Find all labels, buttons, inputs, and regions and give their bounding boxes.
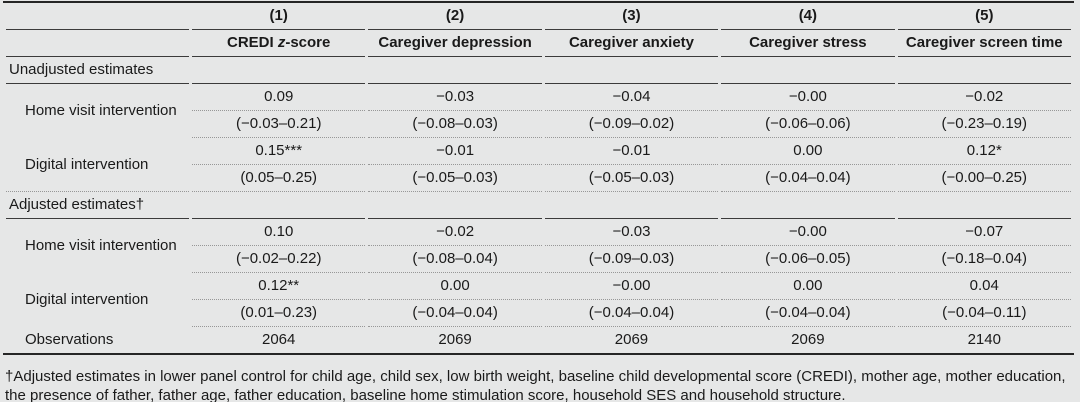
ci-cell: (−0.00–0.25) [897, 165, 1071, 192]
row-label: Digital intervention [6, 138, 189, 192]
ci-cell: (−0.09–0.02) [544, 111, 719, 138]
ci-cell: (0.05–0.25) [192, 165, 366, 192]
estimate-cell: −0.00 [721, 84, 895, 111]
estimate-cell: 0.10 [192, 219, 366, 246]
column-header-row: CREDI z-score Caregiver depression Careg… [6, 30, 1071, 57]
ci-cell: (−0.09–0.03) [544, 246, 719, 273]
table-row-adjusted-home-visit-ci: (−0.02–0.22) (−0.08–0.04) (−0.09–0.03) (… [6, 246, 1071, 273]
corner-cell [6, 3, 189, 30]
ci-cell: (−0.05–0.03) [368, 165, 542, 192]
ci-cell: (−0.04–0.04) [544, 300, 719, 327]
observations-cell: 2069 [614, 331, 649, 348]
estimate-cell: −0.04 [544, 84, 719, 111]
ci-cell: (−0.08–0.03) [368, 111, 542, 138]
table-row-unadjusted-home-visit-estimate: Home visit intervention 0.09 −0.03 −0.04… [6, 84, 1071, 119]
column-header-caregiver-stress: Caregiver stress [721, 30, 895, 57]
footnote: †Adjusted estimates in lower panel contr… [5, 368, 1066, 402]
section-title: Unadjusted estimates [6, 57, 189, 84]
ci-cell: (−0.06–0.05) [721, 246, 895, 273]
section-title: Adjusted estimates† [6, 192, 189, 219]
ci-cell: (−0.04–0.04) [368, 300, 542, 327]
estimate-cell: −0.07 [897, 219, 1071, 246]
ci-cell: (−0.04–0.04) [721, 300, 895, 327]
row-label: Home visit intervention [25, 237, 177, 254]
estimate-cell: −0.02 [368, 219, 542, 246]
estimate-cell: −0.03 [368, 84, 542, 111]
ci-cell: (−0.03–0.21) [192, 111, 366, 138]
table-row-adjusted-digital-ci: (0.01–0.23) (−0.04–0.04) (−0.04–0.04) (−… [6, 300, 1071, 327]
estimate-cell: 0.12* [897, 138, 1071, 165]
table-row-adjusted-home-visit-estimate: Home visit intervention 0.10 −0.02 −0.03… [6, 219, 1071, 254]
estimate-cell: −0.00 [544, 273, 719, 300]
observations-cell: 2069 [791, 331, 825, 348]
estimate-cell: −0.01 [544, 138, 719, 165]
estimate-cell: 0.00 [368, 273, 542, 300]
table-row-adjusted-digital-estimate: Digital intervention 0.12** 0.00 −0.00 0… [6, 273, 1071, 308]
row-label: Home visit intervention [25, 102, 177, 119]
column-header-caregiver-screen-time: Caregiver screen time [897, 30, 1071, 57]
ci-cell: (−0.04–0.04) [721, 165, 895, 192]
column-number: (2) [368, 3, 542, 30]
estimate-cell: 0.00 [721, 273, 895, 300]
column-header-caregiver-anxiety: Caregiver anxiety [544, 30, 719, 57]
estimate-cell: 0.09 [192, 84, 366, 111]
section-header-row-unadjusted: Unadjusted estimates [6, 57, 1071, 84]
table-row-unadjusted-home-visit-ci: (−0.03–0.21) (−0.08–0.03) (−0.09–0.02) (… [6, 111, 1071, 138]
ci-cell: (0.01–0.23) [192, 300, 366, 327]
estimate-cell: 0.15*** [192, 138, 366, 165]
table-row-unadjusted-digital-ci: (0.05–0.25) (−0.05–0.03) (−0.05–0.03) (−… [6, 165, 1071, 192]
ci-cell: (−0.05–0.03) [544, 165, 719, 192]
observations-cell: 2064 [262, 331, 296, 348]
row-label: Digital intervention [25, 291, 149, 308]
ci-cell: (−0.02–0.22) [192, 246, 366, 273]
estimate-cell: −0.02 [897, 84, 1071, 111]
column-number: (4) [721, 3, 895, 30]
estimate-cell: 0.04 [897, 273, 1071, 300]
estimate-cell: 0.12** [192, 273, 366, 300]
results-table: (1) (2) (3) (4) (5) CREDI z-score Caregi… [3, 1, 1074, 355]
estimate-cell: −0.03 [544, 219, 719, 246]
observations-cell: 2140 [967, 331, 1001, 348]
section-header-row-adjusted: Adjusted estimates† [6, 192, 1071, 219]
estimate-cell: 0.00 [721, 138, 895, 165]
table-row-unadjusted-digital-estimate: Digital intervention 0.15*** −0.01 −0.01… [6, 138, 1071, 192]
estimate-cell: −0.00 [721, 219, 895, 246]
column-number-row: (1) (2) (3) (4) (5) [6, 3, 1071, 30]
observations-cell: 2069 [438, 331, 472, 348]
column-number: (3) [544, 3, 719, 30]
observations-row: Observations 2064 2069 2069 2069 2140 [6, 327, 1071, 353]
estimate-cell: −0.01 [368, 138, 542, 165]
column-header-caregiver-depression: Caregiver depression [368, 30, 542, 57]
ci-cell: (−0.04–0.11) [897, 300, 1071, 327]
column-number: (1) [192, 3, 366, 30]
ci-cell: (−0.06–0.06) [721, 111, 895, 138]
corner-cell [6, 30, 189, 57]
row-label: Observations [25, 331, 114, 348]
ci-cell: (−0.08–0.04) [368, 246, 542, 273]
ci-cell: (−0.23–0.19) [897, 111, 1071, 138]
column-header-credi-z-score: CREDI z-score [192, 30, 366, 57]
column-number: (5) [897, 3, 1071, 30]
ci-cell: (−0.18–0.04) [897, 246, 1071, 273]
